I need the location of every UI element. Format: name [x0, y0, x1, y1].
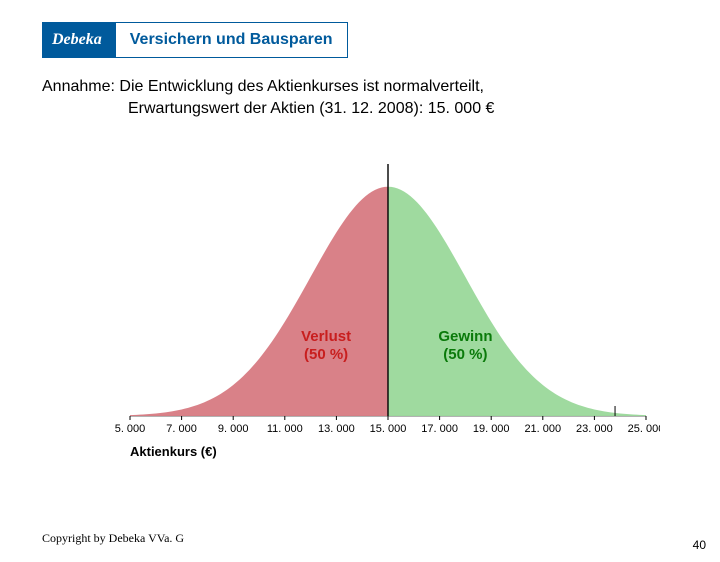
x-tick-label: 23. 000 — [576, 423, 613, 435]
x-tick-label: 13. 000 — [318, 423, 355, 435]
x-tick-label: 15. 000 — [370, 423, 407, 435]
gain-annotation-line1: Gewinn — [438, 328, 492, 345]
x-axis-title: Aktienkurs (€) — [130, 444, 217, 459]
brand-tagline: Versichern und Bausparen — [116, 22, 348, 58]
brand-tagline-text: Versichern und Bausparen — [130, 31, 333, 49]
assumption-text: Annahme: Die Entwicklung des Aktienkurse… — [42, 76, 720, 119]
loss-annotation-line1: Verlust — [301, 328, 351, 345]
brand-logo: Debeka — [42, 22, 116, 58]
loss-area — [130, 187, 388, 416]
gain-area — [388, 187, 646, 416]
x-tick-label: 7. 000 — [166, 423, 197, 435]
chart-svg: 5. 000 7. 000 9. 000 11. 000 13. 000 15. 000 1… — [80, 158, 660, 478]
copyright-text: Copyright by Debeka VVa. G — [42, 531, 184, 546]
x-tick-label: 17. 000 — [421, 423, 458, 435]
x-tick-label: 25. 000 — [628, 423, 660, 435]
x-tick-label: 21. 000 — [524, 423, 561, 435]
page-number: 40 — [693, 538, 706, 552]
x-tick-label: 11. 000 — [267, 423, 303, 435]
x-tick-label: 9. 000 — [218, 423, 249, 435]
x-tick-label: 19. 000 — [473, 423, 510, 435]
brand-logo-text: Debeka — [52, 31, 102, 49]
gain-annotation-line2: (50 %) — [443, 346, 487, 363]
assumption-line-1: Annahme: Die Entwicklung des Aktienkurse… — [42, 76, 720, 98]
assumption-line-2: Erwartungswert der Aktien (31. 12. 2008)… — [42, 98, 720, 120]
loss-annotation-line2: (50 %) — [304, 346, 348, 363]
x-tick-label: 5. 000 — [115, 423, 146, 435]
distribution-chart: 5. 000 7. 000 9. 000 11. 000 13. 000 15. 000 1… — [80, 158, 660, 478]
